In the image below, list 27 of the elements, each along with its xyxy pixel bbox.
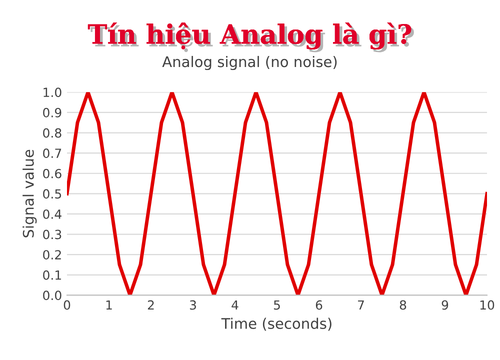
x-tick-label: 5 [274,300,280,310]
y-tick-label: 1.0 [44,88,62,98]
x-tick-label: 0 [64,300,70,310]
y-tick-label: 0.5 [43,189,62,199]
y-tick-label: 0.1 [43,270,61,280]
x-tick-label: 8 [400,300,406,310]
x-tick-label: 2 [148,300,154,310]
y-tick-label: 0.8 [43,128,62,138]
x-axis-title: Time (seconds) [221,318,332,331]
y-tick-label: 0.6 [43,168,62,178]
y-tick-label: 0.4 [43,209,62,219]
x-tick-label: 7 [358,300,364,310]
line-series [67,92,487,296]
y-tick-label: 0.9 [43,108,62,118]
chart-subtitle: Analog signal (no noise) [162,56,337,70]
chart-title: Tín hiệu Analog là gì? [88,22,414,52]
y-tick-label: 0.3 [43,230,62,240]
x-tick-label: 10 [480,300,494,310]
y-tick-label: 0.7 [43,148,62,158]
x-tick-label: 6 [316,300,322,310]
y-tick-label: 0.2 [43,250,61,260]
x-tick-label: 3 [190,300,196,310]
x-tick-label: 9 [442,300,448,310]
x-tick-label: 1 [106,300,112,310]
y-axis-title: Signal value [22,150,37,238]
x-tick-label: 4 [232,300,238,310]
y-tick-label: 0.0 [43,290,62,300]
